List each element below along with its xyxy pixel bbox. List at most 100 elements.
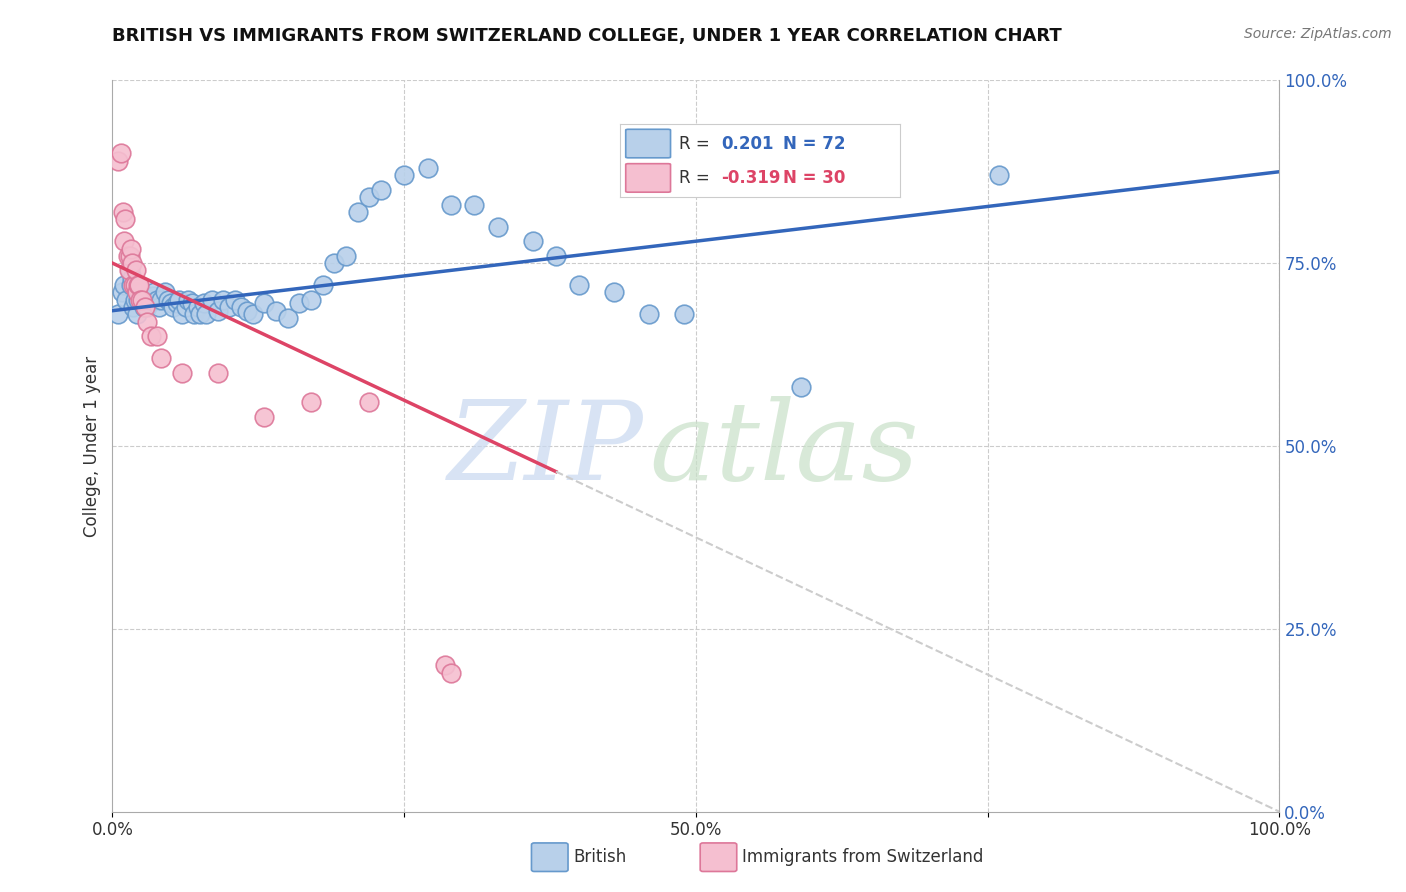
Point	[110, 146, 132, 161]
Text: BRITISH VS IMMIGRANTS FROM SWITZERLAND COLLEGE, UNDER 1 YEAR CORRELATION CHART: BRITISH VS IMMIGRANTS FROM SWITZERLAND C…	[112, 27, 1062, 45]
Y-axis label: College, Under 1 year: College, Under 1 year	[83, 355, 101, 537]
Text: N = 30: N = 30	[783, 169, 845, 186]
Point	[988, 169, 1011, 183]
Point	[112, 278, 135, 293]
Point	[370, 183, 392, 197]
Point	[166, 296, 188, 310]
Point	[440, 197, 463, 211]
Point	[183, 307, 205, 321]
Point	[188, 307, 211, 321]
Point	[132, 300, 155, 314]
Point	[107, 153, 129, 168]
Point	[128, 285, 150, 300]
Point	[264, 303, 287, 318]
Point	[253, 296, 276, 310]
Point	[160, 296, 183, 310]
Point	[139, 293, 162, 307]
Point	[299, 293, 322, 307]
Point	[235, 303, 257, 318]
Point	[177, 293, 200, 307]
Point	[136, 315, 159, 329]
Point	[121, 270, 143, 285]
Point	[392, 169, 416, 183]
Point	[117, 249, 139, 263]
Point	[207, 366, 229, 380]
Point	[162, 300, 184, 314]
Point	[121, 256, 143, 270]
Point	[359, 395, 381, 409]
FancyBboxPatch shape	[626, 163, 671, 192]
Point	[486, 219, 509, 234]
Point	[111, 285, 134, 300]
Point	[172, 366, 194, 380]
Point	[150, 293, 173, 307]
Point	[118, 249, 141, 263]
Point	[193, 296, 215, 310]
Point	[134, 293, 156, 307]
Point	[242, 307, 264, 321]
Point	[323, 256, 346, 270]
Point	[115, 293, 138, 307]
Point	[416, 161, 439, 175]
Point	[673, 307, 696, 321]
Point	[253, 409, 276, 424]
Point	[125, 263, 148, 277]
Point	[146, 329, 169, 343]
FancyBboxPatch shape	[626, 129, 671, 158]
Point	[143, 285, 166, 300]
Point	[125, 285, 148, 300]
Point	[157, 293, 180, 307]
Text: R =: R =	[679, 169, 714, 186]
Point	[128, 278, 150, 293]
Point	[112, 234, 135, 248]
Text: -0.319: -0.319	[721, 169, 780, 186]
Point	[111, 205, 134, 219]
Point	[124, 278, 146, 293]
Point	[276, 311, 298, 326]
Point	[218, 300, 240, 314]
Point	[335, 249, 357, 263]
Point	[180, 296, 202, 310]
Point	[359, 190, 381, 204]
Point	[568, 278, 591, 293]
Point	[153, 285, 176, 300]
Point	[148, 300, 170, 314]
Point	[299, 395, 322, 409]
Point	[122, 278, 145, 293]
Text: British: British	[574, 848, 627, 866]
Point	[127, 293, 149, 307]
Point	[224, 293, 246, 307]
Point	[127, 278, 149, 293]
Point	[122, 300, 145, 314]
Point	[120, 242, 142, 256]
Point	[434, 658, 457, 673]
Point	[544, 249, 567, 263]
Point	[129, 285, 152, 300]
Point	[603, 285, 626, 300]
Point	[311, 278, 333, 293]
Point	[131, 285, 153, 300]
Text: R =: R =	[679, 135, 714, 153]
Point	[288, 296, 311, 310]
Point	[129, 293, 152, 307]
Point	[125, 278, 148, 293]
Point	[790, 380, 813, 394]
Point	[187, 300, 209, 314]
Point	[118, 263, 141, 277]
Point	[118, 263, 141, 277]
Text: N = 72: N = 72	[783, 135, 845, 153]
Point	[142, 289, 165, 303]
Point	[638, 307, 661, 321]
Point	[146, 293, 169, 307]
Point	[134, 300, 156, 314]
Point	[124, 293, 146, 307]
Point	[120, 278, 142, 293]
Point	[107, 307, 129, 321]
Point	[136, 300, 159, 314]
Point	[522, 234, 544, 248]
Point	[172, 307, 194, 321]
Point	[131, 293, 153, 307]
Text: ZIP: ZIP	[447, 396, 644, 503]
Point	[139, 329, 162, 343]
Text: atlas: atlas	[650, 396, 920, 503]
